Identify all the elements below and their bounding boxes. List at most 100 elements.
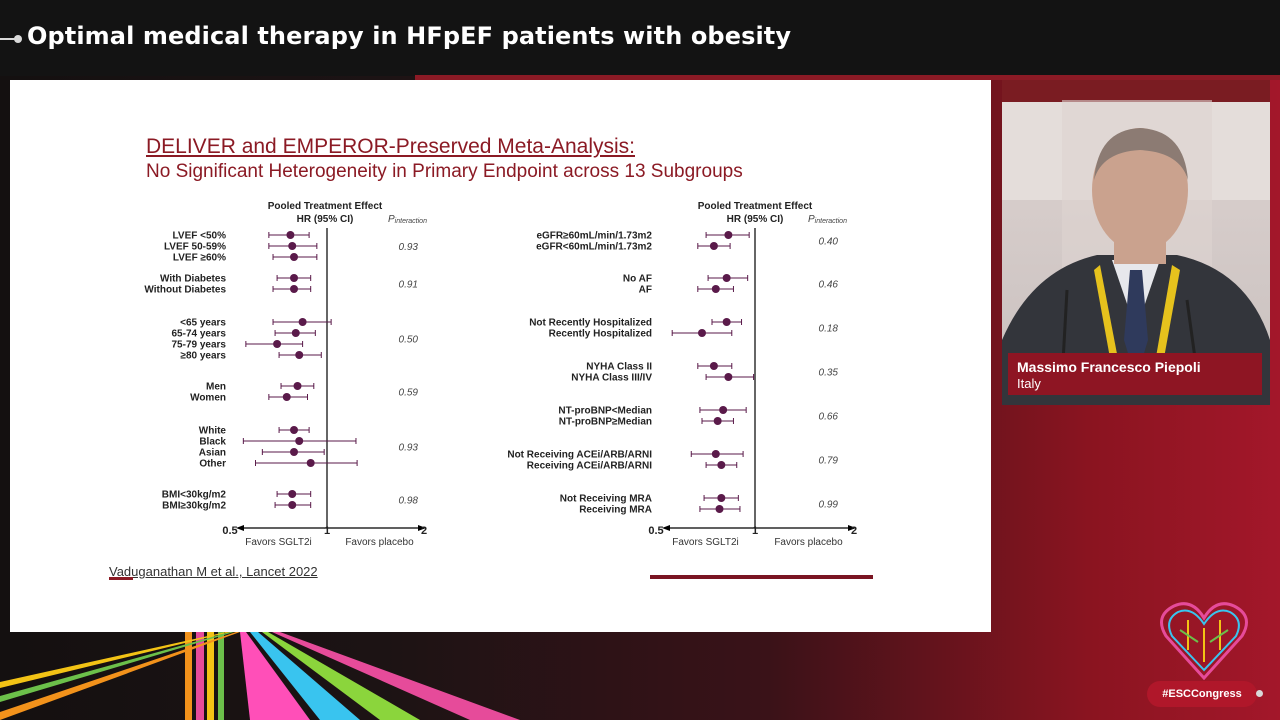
hazard-ratio-point: [282, 393, 291, 401]
hazard-ratio-point: [291, 329, 300, 337]
subgroup-label: Receiving MRA: [579, 505, 652, 516]
subgroup-label: Men: [206, 382, 226, 393]
hazard-ratio-point: [709, 242, 718, 250]
hazard-ratio-point: [293, 382, 302, 390]
subgroup-label: Recently Hospitalized: [549, 329, 652, 340]
subgroup-label: LVEF 50-59%: [164, 242, 226, 253]
hazard-ratio-point: [290, 285, 299, 293]
subgroup-label: BMI<30kg/m2: [162, 490, 227, 501]
hazard-ratio-point: [288, 242, 297, 250]
subgroup-label: LVEF ≥60%: [173, 253, 226, 264]
p-interaction-value: 0.46: [819, 280, 839, 291]
subgroup-label: ≥80 years: [180, 351, 226, 362]
subgroup-label: Black: [199, 437, 226, 448]
hazard-ratio-point: [724, 373, 733, 381]
subgroup-label: Receiving ACEi/ARB/ARNI: [527, 461, 652, 472]
hazard-ratio-point: [288, 490, 297, 498]
p-interaction-value: 0.98: [399, 496, 419, 507]
subgroup-label: BMI≥30kg/m2: [162, 501, 226, 512]
forest-header-title: Pooled Treatment Effect: [268, 201, 383, 212]
p-interaction-value: 0.40: [819, 237, 839, 248]
subgroup-label: Not Receiving MRA: [560, 494, 652, 505]
p-interaction-value: 0.99: [819, 500, 839, 511]
citation-accent: [109, 577, 133, 580]
slide-footer-rule: [650, 575, 873, 579]
subgroup-label: eGFR<60mL/min/1.73m2: [536, 242, 652, 253]
hazard-ratio-point: [295, 437, 304, 445]
hazard-ratio-point: [290, 448, 299, 456]
p-interaction-value: 0.35: [819, 368, 839, 379]
x-tick-label: 2: [851, 525, 857, 537]
subgroup-label: AF: [639, 285, 652, 296]
hazard-ratio-point: [306, 459, 315, 467]
hazard-ratio-point: [717, 494, 726, 502]
subgroup-label: NT-proBNP≥Median: [559, 417, 652, 428]
subgroup-label: Other: [199, 459, 226, 470]
subgroup-label: White: [199, 426, 227, 437]
p-interaction-value: 0.18: [819, 324, 839, 335]
hazard-ratio-point: [717, 461, 726, 469]
hashtag-dot-icon: [1256, 690, 1263, 697]
speaker-video: [1002, 80, 1270, 405]
subgroup-label: With Diabetes: [160, 274, 226, 285]
speaker-name: Massimo Francesco Piepoli: [1017, 359, 1201, 375]
session-title: Optimal medical therapy in HFpEF patient…: [27, 22, 792, 50]
hazard-ratio-point: [722, 318, 731, 326]
hazard-ratio-point: [713, 417, 722, 425]
subgroup-label: 65-74 years: [172, 329, 227, 340]
hazard-ratio-point: [722, 274, 731, 282]
hazard-ratio-point: [715, 505, 724, 513]
favors-right-label: Favors placebo: [345, 537, 414, 548]
x-tick-label: 1: [752, 525, 758, 537]
p-interaction-value: 0.79: [819, 456, 839, 467]
p-interaction-value: 0.66: [819, 412, 839, 423]
axis-arrow-left-icon: [662, 525, 670, 531]
speaker-country: Italy: [1017, 376, 1041, 391]
forest-plots: Pooled Treatment Effect HR (95% CI) Pinter…: [144, 201, 857, 548]
subgroup-label: LVEF <50%: [173, 231, 227, 242]
slide-title: DELIVER and EMPEROR-Preserved Meta-Analy…: [146, 135, 635, 158]
subgroup-label: No AF: [623, 274, 652, 285]
hazard-ratio-point: [290, 426, 299, 434]
favors-left-label: Favors SGLT2i: [245, 537, 312, 548]
subgroup-label: eGFR≥60mL/min/1.73m2: [536, 231, 652, 242]
subgroup-label: Women: [190, 393, 226, 404]
x-tick-label: 2: [421, 525, 427, 537]
forest-header-subtitle: HR (95% CI): [727, 214, 784, 225]
p-interaction-value: 0.50: [399, 335, 419, 346]
p-interaction-header: Pinteraction: [808, 214, 847, 225]
slide-subtitle: No Significant Heterogeneity in Primary …: [146, 161, 743, 182]
subgroup-label: Asian: [199, 448, 226, 459]
favors-right-label: Favors placebo: [774, 537, 843, 548]
subgroup-label: Not Receiving ACEi/ARB/ARNI: [507, 450, 652, 461]
hazard-ratio-point: [273, 340, 282, 348]
citation: Vaduganathan M et al., Lancet 2022: [109, 564, 318, 579]
title-accent-bar: [415, 75, 1280, 80]
x-tick-label: 1: [324, 525, 330, 537]
p-interaction-value: 0.59: [399, 388, 419, 399]
esc-congress-logo: [1160, 602, 1248, 680]
hazard-ratio-point: [290, 274, 299, 282]
hazard-ratio-point: [711, 450, 720, 458]
forest-header-subtitle: HR (95% CI): [297, 214, 354, 225]
axis-arrow-right-icon: [418, 525, 426, 531]
speaker-image: [1002, 80, 1270, 405]
axis-arrow-right-icon: [848, 525, 856, 531]
title-bar: Optimal medical therapy in HFpEF patient…: [0, 0, 1280, 76]
subgroup-label: NYHA Class III/IV: [571, 373, 652, 384]
axis-arrow-left-icon: [236, 525, 244, 531]
hashtag-badge: #ESCCongress: [1147, 681, 1257, 707]
hazard-ratio-point: [709, 362, 718, 370]
p-interaction-value: 0.93: [399, 242, 419, 253]
title-bullet-icon: [0, 35, 22, 43]
subgroup-label: NT-proBNP<Median: [558, 406, 652, 417]
hazard-ratio-point: [290, 253, 299, 261]
subgroup-label: <65 years: [180, 318, 226, 329]
p-interaction-header: Pinteraction: [388, 214, 427, 225]
hazard-ratio-point: [711, 285, 720, 293]
x-tick-label: 0.5: [222, 525, 237, 537]
subgroup-label: 75-79 years: [172, 340, 227, 351]
subgroup-label: Without Diabetes: [144, 285, 226, 296]
hazard-ratio-point: [298, 318, 307, 326]
speaker-lower-third: Massimo Francesco Piepoli Italy: [1008, 353, 1262, 395]
